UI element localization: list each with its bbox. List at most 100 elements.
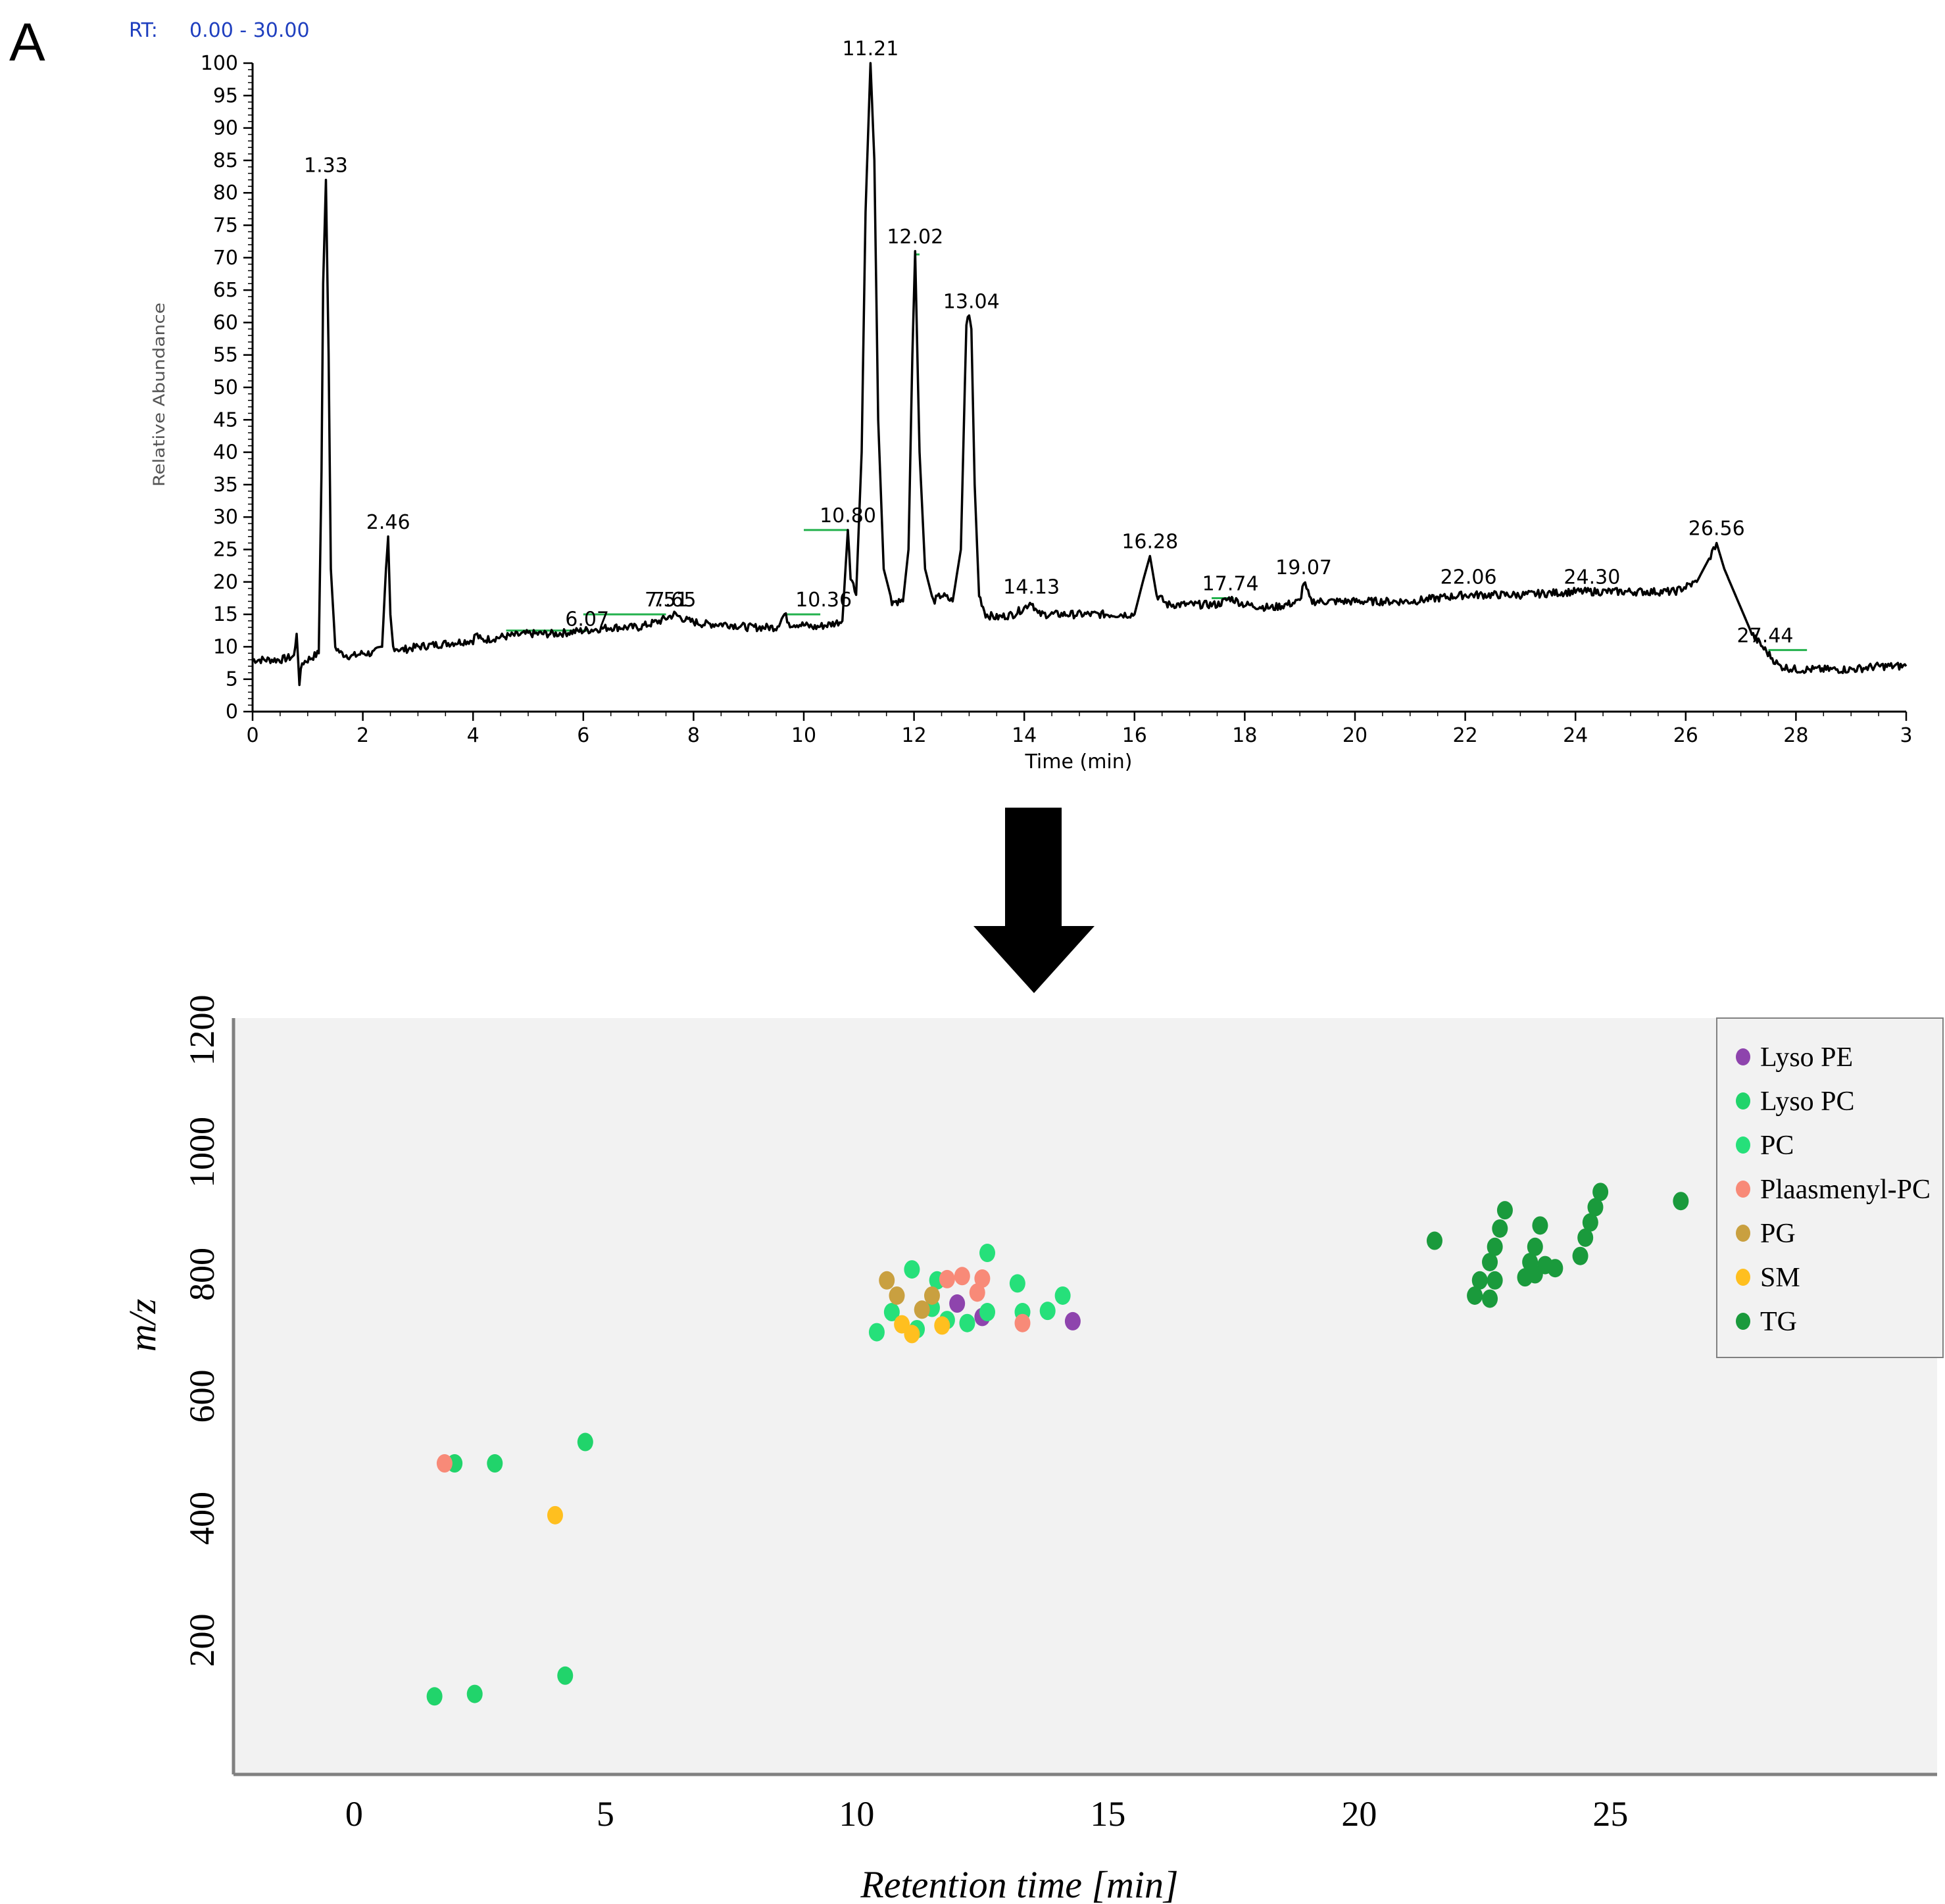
x-tick-label: 14 [1012,724,1037,747]
legend-marker [1736,1225,1750,1242]
data-point-plaasmenyl-pc [939,1269,955,1288]
y-tick-label: 600 [182,1370,222,1423]
peak-label: 19.07 [1275,556,1332,579]
y-tick-label: 15 [213,603,238,626]
data-point-lyso-pc [557,1666,574,1685]
y-tick-label: 65 [213,279,238,302]
y-tick-label: 20 [213,571,238,594]
x-tick-label: 26 [1673,724,1698,747]
x-tick-label: 20 [1341,1794,1377,1834]
x-tick-label: 10 [839,1794,874,1834]
legend-label: Plaasmenyl-PC [1760,1175,1931,1205]
peak-labels: 1.33 2.46 6.07 7.517.65 10.36 10.80 11.21 12.02… [304,37,1793,647]
legend-marker [1736,1136,1750,1154]
peak-label: 17.74 [1202,572,1259,595]
data-point-plaasmenyl-pc [974,1269,991,1288]
data-point-sm [904,1325,920,1344]
peak-label: 14.13 [1003,575,1060,598]
x-tick-label: 24 [1563,724,1588,747]
x-tick-label: 25 [1592,1794,1628,1834]
x-tick-label: 8 [687,724,700,747]
x-axis-label: Time (min) [1025,750,1133,773]
y-tick-label: 100 [201,52,238,75]
y-tick-label: 60 [213,311,238,334]
legend-label: TG [1760,1307,1797,1337]
peak-label: 24.30 [1563,566,1620,589]
peak-label: 22.06 [1440,566,1497,589]
legend-label: Lyso PC [1760,1086,1855,1117]
data-point-tg [1582,1213,1598,1232]
axes: 0 5 10 15 20 25 200 400 600 800 1000 1200 [182,995,1937,1834]
x-tick-label: 4 [467,724,480,747]
data-point-lyso-pc [466,1684,483,1703]
data-point-pc [1054,1286,1071,1305]
y-tick-label: 90 [213,117,238,140]
y-axis-label: m/z [121,1299,164,1352]
data-point-tg [1492,1219,1508,1238]
data-point-plaasmenyl-pc [1014,1313,1031,1332]
data-point-tg [1592,1183,1609,1202]
data-point-lyso-pc [577,1432,593,1452]
data-point-sm [934,1316,950,1335]
data-point-tg [1577,1228,1594,1247]
data-point-tg [1527,1265,1543,1284]
y-axis-label: Relative Abundance [150,303,168,487]
data-point-pc [979,1244,996,1263]
data-point-tg [1527,1237,1543,1256]
data-point-pc [1039,1302,1056,1321]
y-tick-label: 75 [213,214,238,237]
data-point-tg [1467,1286,1483,1305]
x-tick-label: 28 [1783,724,1808,747]
legend-label: PG [1760,1219,1796,1249]
data-point-lyso-pe [1064,1311,1081,1330]
rt-range: 0.00 - 30.00 [189,19,310,42]
x-tick-label: 12 [902,724,927,747]
data-point-sm [547,1505,563,1525]
legend-label: SM [1760,1263,1800,1293]
chromatogram-chart: RT: 0.00 - 30.00 Relative Abundance Time… [129,19,1913,773]
y-tick-label: 800 [182,1248,222,1301]
data-point-lyso-pc [426,1687,443,1706]
data-point-tg [1487,1271,1503,1290]
y-tick-label: 95 [213,84,238,107]
y-tick-label: 25 [213,539,238,562]
peak-label: 2.46 [366,511,410,534]
x-axis-label: Retention time [min] [860,1863,1178,1904]
data-point-pg [914,1300,930,1319]
y-tick-label: 5 [226,668,238,691]
x-tick-label: 15 [1090,1794,1125,1834]
data-point-plaasmenyl-pc [969,1283,985,1302]
x-tick-label: 5 [597,1794,614,1834]
data-point-tg [1547,1259,1563,1278]
data-point-pc [979,1303,996,1322]
peak-label: 10.36 [795,589,852,612]
data-points [426,1183,1689,1706]
data-point-tg [1482,1289,1498,1308]
peak-label: 10.80 [820,504,876,527]
data-point-lyso-pe [949,1294,966,1313]
x-tick-label: 10 [791,724,816,747]
data-point-plaasmenyl-pc [954,1267,970,1286]
data-point-pc [868,1323,885,1342]
data-point-pc [959,1313,975,1332]
y-tick-label: 400 [182,1492,222,1545]
data-point-pc [904,1260,920,1279]
peak-label: 6.07 [565,608,609,631]
data-point-pg [923,1286,940,1305]
peak-label: 1.33 [304,154,348,177]
data-point-tg [1487,1237,1503,1256]
y-tick-label: 0 [226,700,238,723]
y-tick-label: 45 [213,408,238,431]
axes: 0510152025303540455055606570758085909510… [201,52,1913,747]
panel-label: A [9,12,45,72]
legend: Lyso PE Lyso PC PC Plaasmenyl-PC PG SM TG [1716,1017,1944,1358]
x-tick-label: 3 [1900,724,1912,747]
y-tick-label: 70 [213,247,238,270]
data-point-tg [1572,1246,1588,1265]
y-tick-label: 50 [213,376,238,399]
x-tick-label: 18 [1232,724,1257,747]
peak-label: 27.44 [1737,624,1794,647]
chromatogram-trace [252,62,1908,687]
x-tick-label: 20 [1342,724,1367,747]
rt-label: RT: [129,19,158,42]
